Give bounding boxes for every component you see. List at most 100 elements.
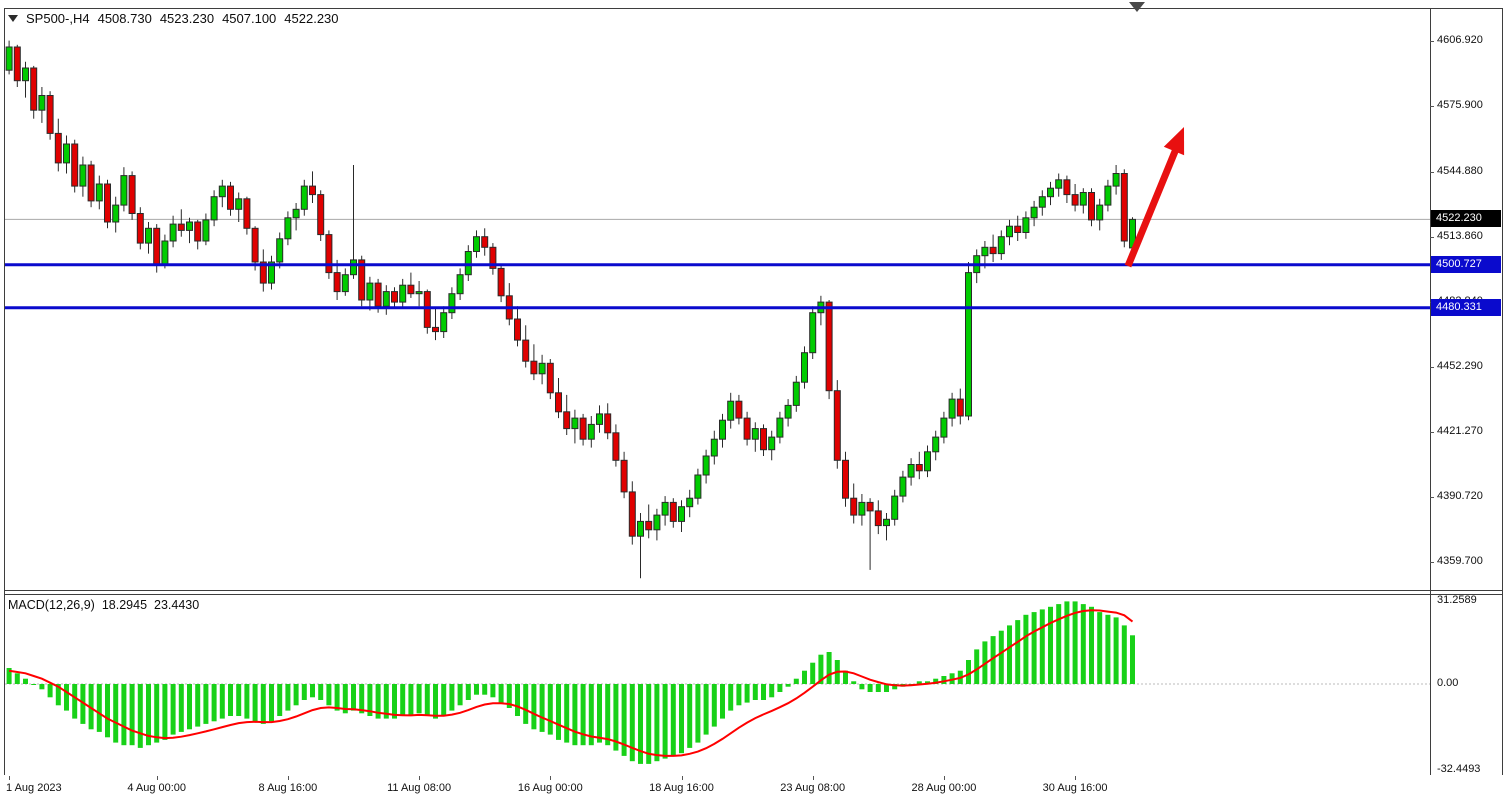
macd-bar [662, 684, 668, 759]
candle [186, 217, 193, 244]
macd-bar [974, 649, 980, 684]
candle [948, 392, 956, 427]
candle [481, 228, 489, 256]
time-axis-label: 28 Aug 00:00 [911, 782, 977, 794]
macd-bar [1105, 614, 1111, 684]
macd-bar [105, 684, 110, 738]
chart-shift-marker-icon[interactable] [1129, 2, 1145, 12]
macd-bar [818, 654, 824, 684]
time-axis[interactable]: 1 Aug 2023 4 Aug 00:00 8 Aug 16:00 11 Aug 0… [0, 775, 1504, 801]
price-axis-label: 4452.290 [1437, 359, 1483, 372]
macd-bar [1007, 625, 1012, 684]
current-price-tag: 4522.230 [1431, 210, 1501, 228]
macd-bar [80, 684, 86, 724]
candle [965, 262, 972, 421]
candle [22, 61, 29, 98]
macd-bar [720, 684, 725, 719]
macd-bar [465, 684, 471, 700]
macd-bar [88, 684, 94, 730]
panel-divider-top[interactable] [4, 590, 1503, 591]
frame-border-right [1502, 8, 1503, 800]
macd-bar [785, 684, 791, 687]
candle [743, 411, 751, 446]
price-axis[interactable]: 4606.9204575.9004544.8804513.8604482.840… [1430, 0, 1504, 801]
macd-bar [277, 684, 283, 716]
candle [448, 287, 456, 319]
candle [284, 211, 292, 246]
time-axis-label: 1 Aug 2023 [6, 782, 62, 794]
axis-tick [287, 776, 289, 780]
macd-axis-label: 0.00 [1437, 677, 1459, 689]
candle [850, 483, 858, 524]
macd-axis-label: -32.4493 [1437, 763, 1481, 776]
axis-tick [1430, 496, 1434, 498]
candle [546, 359, 554, 400]
macd-bar [769, 684, 775, 698]
candle [1038, 190, 1046, 216]
candle [768, 430, 776, 461]
axis-tick [943, 776, 945, 780]
axis-tick [1430, 562, 1434, 564]
macd-bar [646, 684, 652, 764]
candle [669, 498, 677, 528]
macd-bar [285, 684, 291, 711]
macd-bar [588, 684, 594, 746]
time-axis-label: 4 Aug 00:00 [127, 782, 187, 794]
macd-bar [383, 684, 389, 719]
candle [87, 160, 95, 208]
macd-bar [498, 684, 504, 703]
macd-bar [121, 684, 127, 746]
candle [1120, 169, 1128, 248]
candle [907, 458, 915, 486]
macd-bar [523, 684, 529, 724]
macd-bar [293, 684, 299, 706]
candle [432, 308, 439, 341]
candles-layer [5, 40, 1136, 579]
macd-bar [1130, 635, 1135, 684]
macd-bar [433, 684, 438, 719]
macd-bar [367, 684, 373, 716]
candle [883, 513, 890, 541]
macd-bar [851, 681, 857, 684]
candle [932, 430, 940, 461]
axis-tick [681, 776, 683, 780]
candle [54, 118, 62, 172]
macd-bar [892, 684, 898, 690]
macd-bar [1121, 625, 1127, 684]
candle [276, 232, 284, 269]
macd-bar [990, 636, 996, 684]
macd-bar [449, 684, 455, 711]
macd-bar [96, 684, 102, 732]
candle [792, 375, 800, 412]
macd-bar [949, 673, 955, 684]
candle [268, 255, 275, 290]
macd-bar [638, 684, 643, 764]
price-level-tag: 4500.727 [1431, 255, 1501, 273]
frame-border-left [4, 8, 5, 800]
candle [940, 411, 948, 444]
macd-signal-line [8, 609, 1134, 757]
macd-bar [703, 684, 709, 735]
candle [874, 500, 882, 535]
macd-bar [621, 684, 627, 756]
candle [1047, 181, 1054, 206]
macd-bar [556, 684, 561, 740]
candle [604, 403, 612, 440]
candle [440, 306, 448, 338]
candle [776, 411, 784, 444]
candle [333, 259, 341, 300]
macd-bar [408, 684, 414, 716]
macd-bar [679, 684, 684, 754]
macd-bar [482, 684, 488, 695]
candle [661, 496, 669, 526]
candle [842, 451, 849, 507]
candle [30, 65, 38, 119]
axis-tick [812, 776, 814, 780]
trend-arrow[interactable] [1124, 127, 1185, 268]
macd-bar [1113, 617, 1119, 684]
candle [924, 445, 931, 478]
macd-bar [47, 684, 53, 698]
candle [1063, 175, 1071, 203]
panel-divider-bottom[interactable] [4, 594, 1503, 595]
